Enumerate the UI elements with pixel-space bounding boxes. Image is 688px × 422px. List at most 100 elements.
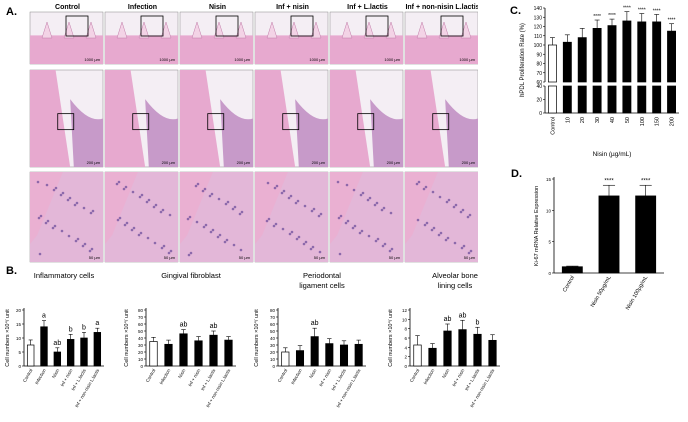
significance-label: **** bbox=[623, 6, 631, 12]
tooth-cusp bbox=[416, 21, 428, 39]
cell-nucleus bbox=[452, 205, 456, 209]
y-tick-label: 0 bbox=[548, 271, 551, 276]
cell-nucleus bbox=[319, 212, 323, 216]
tooth-root-region bbox=[180, 70, 221, 167]
cell-nucleus bbox=[153, 241, 157, 245]
bar-lower-segment bbox=[562, 85, 572, 114]
bar bbox=[310, 336, 319, 367]
cell-nucleus bbox=[352, 188, 356, 192]
y-tick-label: 60 bbox=[138, 322, 144, 327]
cell-nucleus bbox=[196, 182, 200, 186]
cell-nucleus bbox=[232, 243, 236, 247]
tissue-region bbox=[180, 35, 253, 64]
cell-nucleus bbox=[380, 208, 384, 212]
y-tick-label: 20 bbox=[536, 98, 542, 104]
bar-group bbox=[622, 20, 632, 114]
cell-nucleus bbox=[337, 216, 341, 220]
x-axis-label: Nisin (µg/mL) bbox=[593, 151, 632, 158]
x-tick-label: Inf + nisin bbox=[451, 368, 465, 388]
cell-nucleus bbox=[424, 185, 428, 189]
bar bbox=[224, 339, 233, 367]
cell-nucleus bbox=[311, 245, 315, 249]
y-axis-label: Cell numbers ×10⁴/ unit bbox=[387, 309, 394, 367]
cell-nucleus bbox=[224, 202, 228, 206]
dentin-region bbox=[255, 172, 288, 244]
cell-nucleus bbox=[389, 211, 393, 215]
zoom-box bbox=[365, 15, 389, 37]
y-tick-label: 15 bbox=[546, 177, 552, 182]
cell-nucleus bbox=[290, 230, 294, 234]
cell-nucleus bbox=[446, 236, 450, 240]
cell-nucleus bbox=[168, 213, 172, 217]
bar-lower-segment bbox=[607, 85, 617, 114]
histology-image: 50 µm bbox=[404, 171, 478, 263]
cell-nucleus bbox=[204, 223, 208, 227]
cell-nucleus bbox=[425, 221, 429, 225]
significance-label: **** bbox=[593, 14, 601, 20]
cell-nucleus bbox=[36, 180, 40, 184]
scale-bar-label: 50 µm bbox=[314, 255, 326, 260]
chart-title: Gingival fibroblast bbox=[161, 271, 222, 280]
cell-nucleus bbox=[460, 246, 464, 250]
y-tick-label: 0 bbox=[539, 111, 542, 117]
cell-nucleus bbox=[468, 213, 472, 217]
tooth-cusp bbox=[460, 21, 472, 39]
cell-nucleus bbox=[381, 244, 385, 248]
bar bbox=[26, 344, 35, 367]
y-tick-label: 50 bbox=[270, 329, 276, 334]
x-tick-label: Infection bbox=[423, 368, 436, 386]
x-tick-label: Control bbox=[562, 275, 576, 293]
x-tick-label: 40 bbox=[610, 117, 616, 123]
x-tick-label: 200 bbox=[670, 117, 676, 126]
histology-image: 200 µm bbox=[254, 69, 329, 168]
cell-nucleus bbox=[439, 231, 443, 235]
bar bbox=[473, 333, 482, 367]
tooth-cusp bbox=[363, 21, 375, 39]
scale-bar-label: 200 µm bbox=[462, 160, 476, 165]
x-tick-label: Inf + nisin bbox=[318, 368, 332, 388]
x-tick-label: Control bbox=[550, 117, 556, 135]
cell-nucleus bbox=[303, 204, 307, 208]
significance-label: **** bbox=[608, 13, 616, 19]
cell-nucleus bbox=[162, 244, 166, 248]
cell-nucleus bbox=[367, 234, 371, 238]
y-tick-label: 0 bbox=[140, 364, 143, 369]
x-tick-label: Inf + nisin bbox=[60, 368, 74, 388]
y-tick-label: 0 bbox=[272, 364, 275, 369]
cell-nucleus bbox=[467, 251, 471, 255]
cell-nucleus bbox=[317, 214, 321, 218]
bar bbox=[179, 333, 188, 367]
cell-nucleus bbox=[137, 233, 141, 237]
zoom-box bbox=[290, 15, 314, 37]
bone-region bbox=[145, 99, 178, 167]
bar-group bbox=[562, 41, 572, 114]
cell-nucleus bbox=[52, 188, 56, 192]
cell-nucleus bbox=[159, 210, 163, 214]
bar bbox=[281, 351, 290, 367]
bar bbox=[598, 195, 620, 274]
x-tick-label: 150 bbox=[655, 117, 661, 126]
bar bbox=[413, 344, 422, 367]
cell-nucleus bbox=[461, 208, 465, 212]
y-tick-label: 90 bbox=[536, 52, 542, 58]
cell-nucleus bbox=[318, 250, 322, 254]
cell-nucleus bbox=[54, 186, 58, 190]
bar-group bbox=[637, 21, 647, 114]
chart-inflammatory-cells: Inflammatory cells 0 5 10 15 20 Cell numbers ×… bbox=[4, 271, 104, 408]
scale-bar-label: 200 µm bbox=[162, 160, 176, 165]
chart-gingival-fibroblast: Gingival fibroblast 0 10 20 30 40 50 60 70 80 Cell… bbox=[123, 271, 236, 408]
cell-nucleus bbox=[430, 228, 434, 232]
cell-nucleus bbox=[91, 209, 95, 213]
cell-nucleus bbox=[266, 181, 270, 185]
scale-bar-label: 200 µm bbox=[87, 160, 101, 165]
cell-nucleus bbox=[216, 235, 220, 239]
cell-nucleus bbox=[238, 212, 242, 216]
significance-label: a bbox=[42, 313, 46, 320]
cell-nucleus bbox=[225, 238, 229, 242]
cell-nucleus bbox=[152, 205, 156, 209]
y-tick-label: 40 bbox=[536, 84, 542, 90]
bar bbox=[428, 347, 437, 367]
significance-label: ab bbox=[210, 323, 218, 330]
column-label: Control bbox=[55, 4, 80, 11]
cell-nucleus bbox=[281, 227, 285, 231]
